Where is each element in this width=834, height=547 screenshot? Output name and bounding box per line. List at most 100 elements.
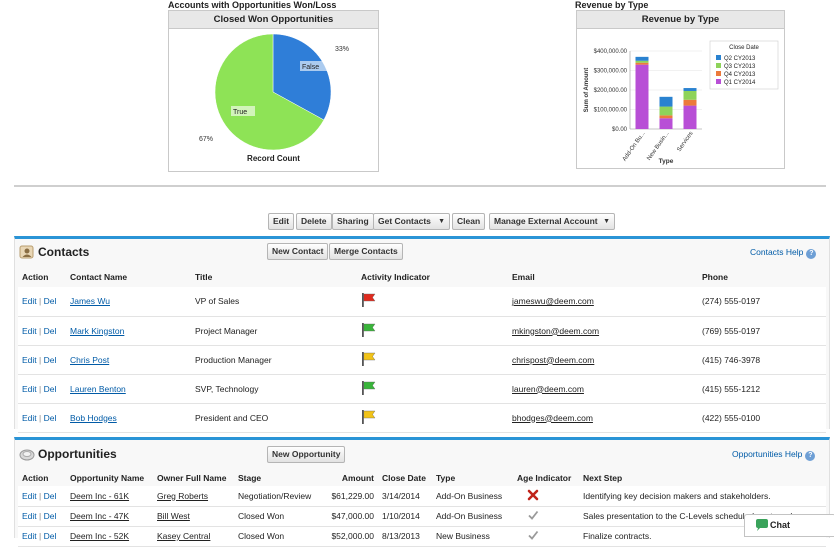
age-indicator-cell: [513, 486, 579, 506]
help-icon: ?: [806, 249, 817, 259]
legend-entry[interactable]: Q1 CY2014: [724, 80, 756, 86]
bar-segment[interactable]: [659, 106, 673, 116]
col-title[interactable]: Title: [195, 272, 213, 282]
contact-name-link[interactable]: Chris Post: [70, 354, 110, 365]
opportunity-type: Add-On Business: [436, 490, 503, 501]
opportunities-help-link[interactable]: Opportunities Help?: [732, 449, 816, 461]
owner-name-link[interactable]: Kasey Central: [157, 531, 211, 541]
edit-link[interactable]: Edit: [22, 325, 37, 336]
pie-slice-percent-label: 67%: [199, 136, 213, 143]
delete-link[interactable]: Del: [43, 354, 57, 365]
col-opportunity-name[interactable]: Opportunity Name: [70, 473, 145, 483]
bar-segment[interactable]: [659, 96, 673, 107]
edit-link[interactable]: Edit: [22, 511, 37, 521]
owner-name-link[interactable]: Greg Roberts: [157, 490, 209, 501]
chat-widget[interactable]: Chat: [744, 514, 834, 537]
bar-segment[interactable]: [635, 64, 649, 129]
email-link[interactable]: mkingston@deem.com: [512, 325, 600, 336]
bar-segment[interactable]: [635, 60, 649, 63]
delete-link[interactable]: Del: [43, 490, 57, 501]
clean-button[interactable]: Clean: [452, 213, 486, 230]
legend-box: [709, 40, 779, 90]
col-activity-indicator[interactable]: Activity Indicator: [361, 272, 430, 282]
email-link[interactable]: bhodges@deem.com: [512, 412, 593, 423]
delete-button[interactable]: Delete: [296, 213, 332, 230]
email-link[interactable]: lauren@deem.com: [512, 383, 584, 394]
edit-link[interactable]: Edit: [22, 531, 37, 541]
yellow-flag-icon: [362, 351, 376, 366]
contacts-help-link[interactable]: Contacts Help?: [750, 247, 817, 259]
col-type[interactable]: Type: [436, 473, 456, 483]
bar-segment[interactable]: [683, 105, 697, 129]
contact-name-link[interactable]: Mark Kingston: [70, 325, 125, 336]
col-amount[interactable]: Amount: [341, 473, 374, 483]
x-mark-icon: [527, 489, 539, 501]
bar-segment[interactable]: [659, 115, 673, 119]
edit-link[interactable]: Edit: [22, 296, 37, 307]
delete-link[interactable]: Del: [43, 325, 57, 336]
col-email[interactable]: Email: [512, 272, 535, 282]
col-age-indicator[interactable]: Age Indicator: [517, 473, 572, 483]
next-step: Sales presentation to the C-Levels sched…: [583, 511, 795, 521]
legend-entry[interactable]: Q2 CY2013: [724, 56, 756, 62]
col-contact-name[interactable]: Contact Name: [70, 272, 128, 282]
col-close-date[interactable]: Close Date: [382, 473, 426, 483]
opportunity-name-link[interactable]: Deem Inc - 47K: [70, 511, 130, 521]
delete-link[interactable]: Del: [43, 296, 57, 307]
pie-slice-label: False: [302, 64, 319, 71]
x-axis-label: Type: [659, 158, 674, 165]
merge-contacts-button[interactable]: Merge Contacts: [329, 243, 403, 260]
contact-name-link[interactable]: Bob Hodges: [70, 412, 117, 423]
col-owner-full-name[interactable]: Owner Full Name: [157, 473, 227, 483]
edit-link[interactable]: Edit: [22, 412, 37, 423]
amount: $61,229.00: [331, 490, 374, 501]
owner-name-link[interactable]: Bill West: [157, 511, 190, 521]
contact-title: VP of Sales: [195, 296, 240, 307]
delete-link[interactable]: Del: [43, 531, 57, 541]
pie-slice-percent-label: 33%: [335, 46, 349, 53]
delete-link[interactable]: Del: [43, 412, 57, 423]
sharing-button[interactable]: Sharing: [332, 213, 374, 230]
email-link[interactable]: chrispost@deem.com: [512, 354, 595, 365]
pie-chart-outer-title: Accounts with Opportunities Won/Loss: [168, 0, 337, 10]
edit-link[interactable]: Edit: [22, 383, 37, 394]
contact-name-link[interactable]: Lauren Benton: [70, 383, 126, 394]
bar-segment[interactable]: [683, 90, 697, 100]
email-link[interactable]: jameswu@deem.com: [512, 296, 594, 307]
bar-segment[interactable]: [635, 56, 649, 61]
bar-segment[interactable]: [635, 62, 649, 65]
contact-title: SVP, Technology: [195, 383, 259, 394]
activity-indicator-cell: [357, 345, 508, 374]
opportunity-name-link[interactable]: Deem Inc - 52K: [70, 531, 130, 541]
legend-entry[interactable]: Q3 CY2013: [724, 64, 756, 70]
contacts-header-row: Action Contact Name Title Activity Indic…: [18, 267, 826, 287]
edit-link[interactable]: Edit: [22, 490, 37, 501]
action-cell: Edit | Del: [18, 345, 66, 374]
col-stage[interactable]: Stage: [238, 473, 262, 483]
manage-external-account-dropdown[interactable]: Manage External Account ▼: [489, 213, 615, 230]
edit-link[interactable]: Edit: [22, 354, 37, 365]
bar-segment[interactable]: [683, 88, 697, 91]
col-next-step[interactable]: Next Step: [583, 473, 623, 483]
pie-chart[interactable]: False 33% True 67%: [169, 29, 378, 169]
bar-segment[interactable]: [659, 118, 673, 129]
new-opportunity-button[interactable]: New Opportunity: [267, 446, 346, 463]
table-row: Edit | Del Deem Inc - 61K Greg Roberts N…: [18, 486, 826, 506]
col-action: Action: [22, 473, 49, 483]
bar-chart[interactable]: $400,000.00 $300,000.00 $200,000.00 $100,00…: [577, 29, 784, 167]
new-contact-button[interactable]: New Contact: [267, 243, 329, 260]
delete-link[interactable]: Del: [43, 383, 57, 394]
legend-swatch: [716, 55, 721, 60]
opportunity-name-link[interactable]: Deem Inc - 61K: [70, 490, 130, 501]
legend-entry[interactable]: Q4 CY2013: [724, 72, 756, 78]
edit-button[interactable]: Edit: [268, 213, 295, 230]
pie-slice-label: True: [233, 109, 247, 116]
col-phone[interactable]: Phone: [702, 272, 728, 282]
pie-slice-true[interactable]: [214, 33, 325, 151]
bar-segment[interactable]: [683, 99, 697, 106]
pie-chart-footer: Record Count: [247, 154, 300, 163]
contact-title: Production Manager: [195, 354, 272, 365]
delete-link[interactable]: Del: [43, 511, 57, 521]
get-contacts-dropdown[interactable]: Get Contacts ▼: [373, 213, 450, 230]
contact-name-link[interactable]: James Wu: [70, 296, 110, 307]
